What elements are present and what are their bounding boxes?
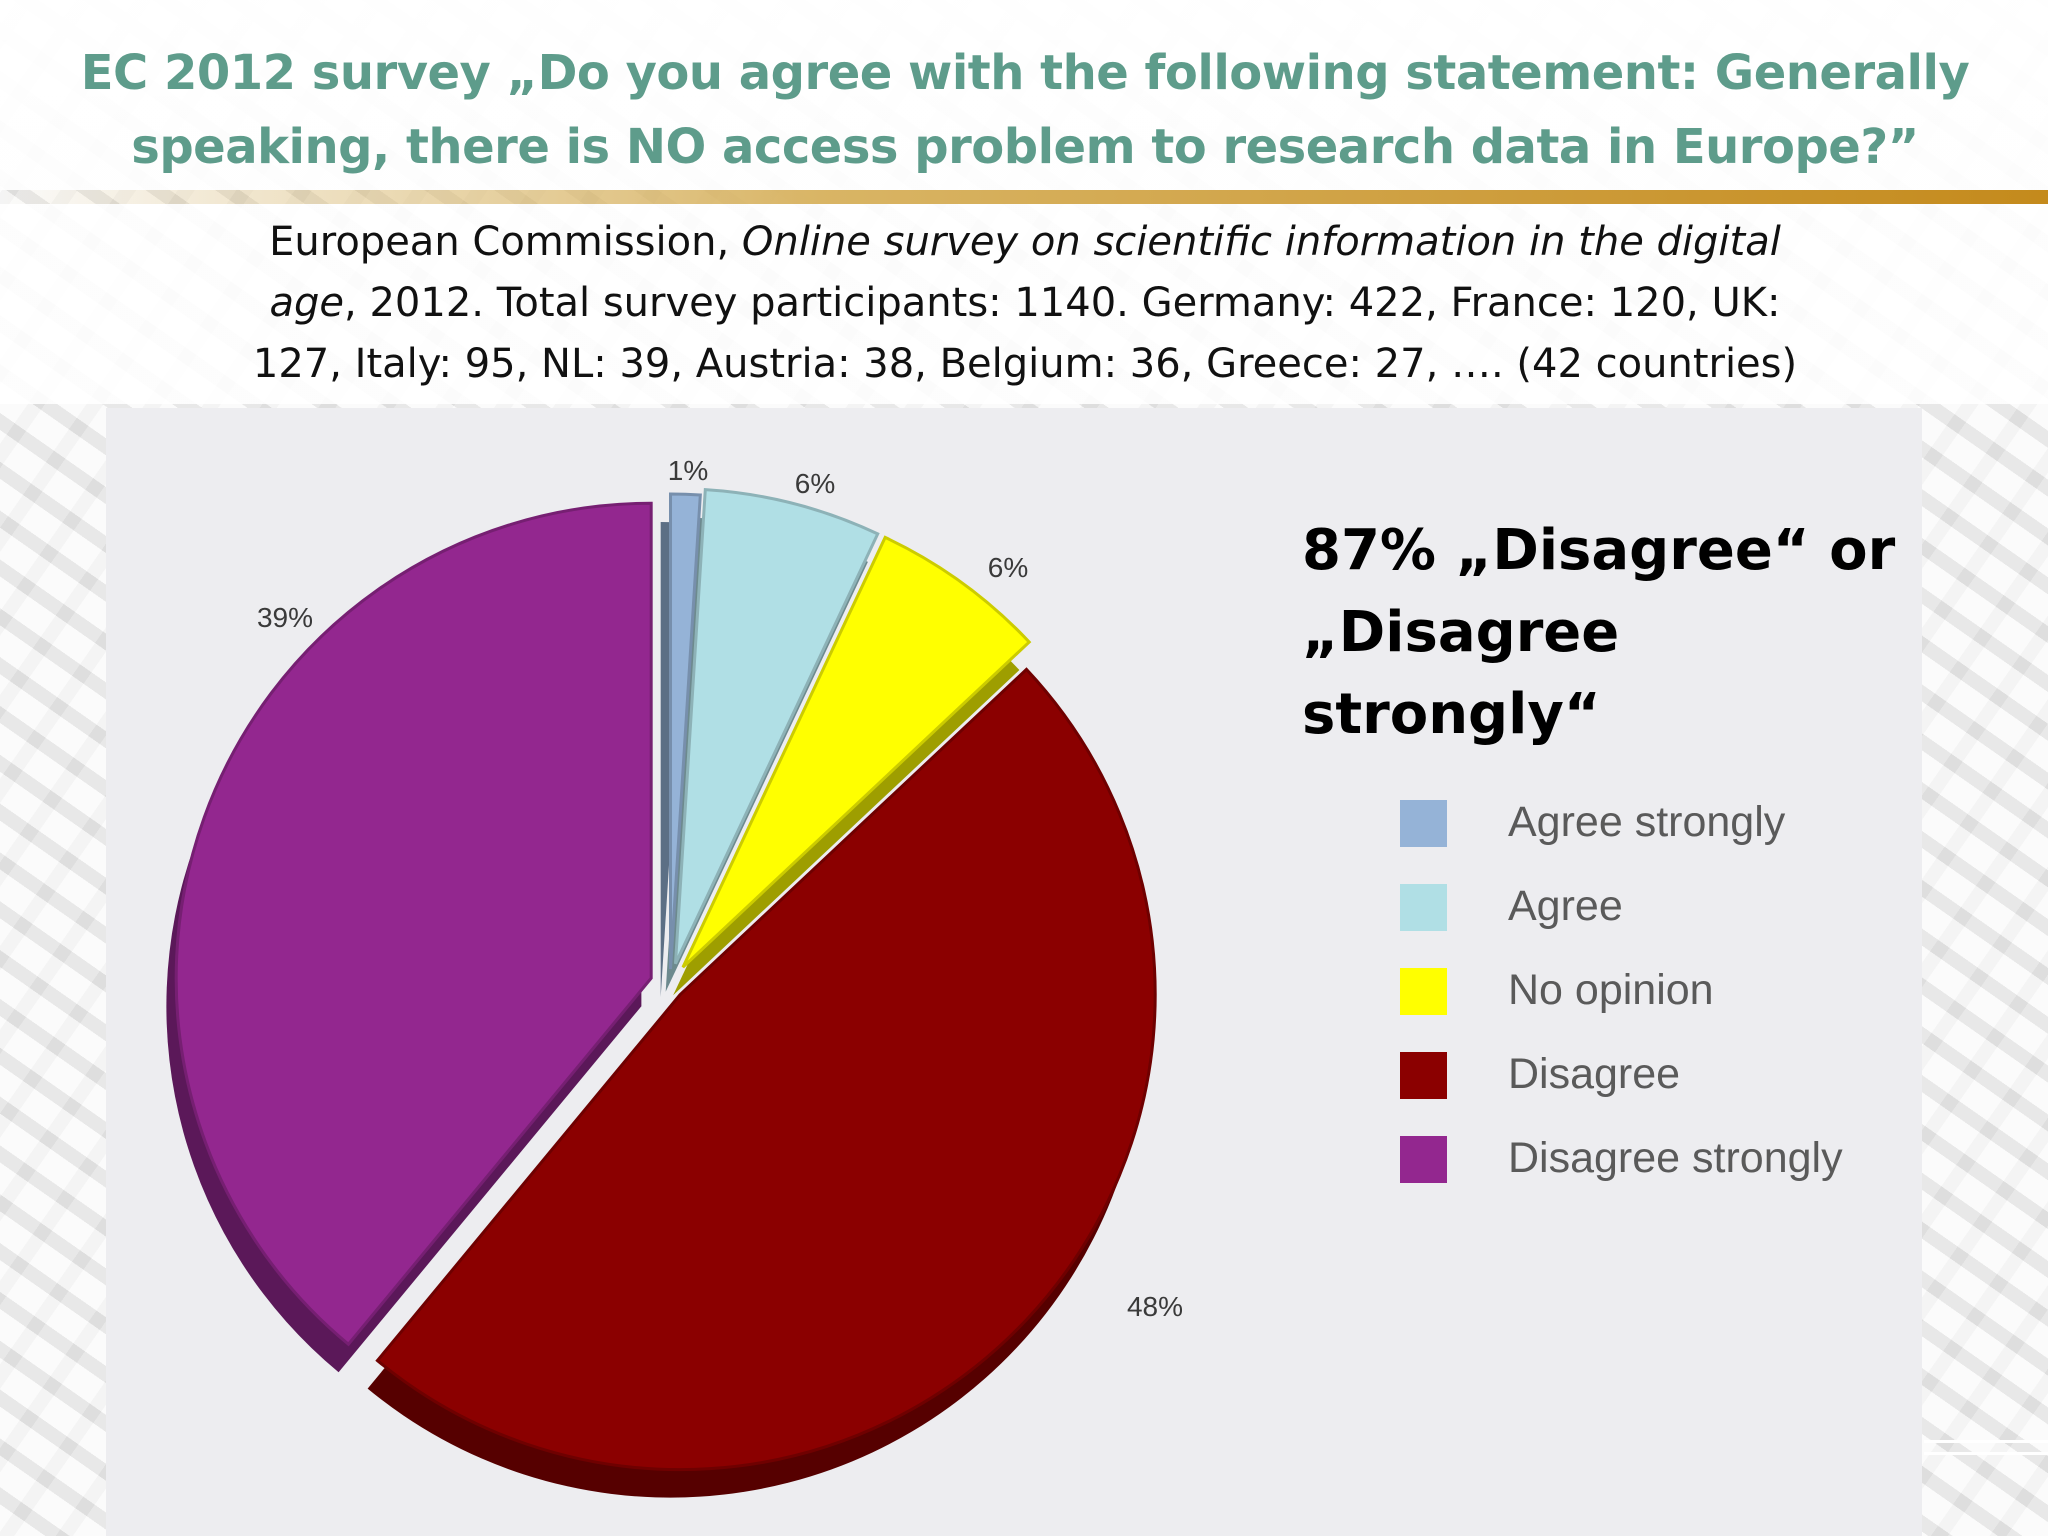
legend-item: Agree strongly — [1400, 798, 1920, 848]
edge-line — [1924, 1452, 2048, 1455]
pie-data-label: 48% — [1127, 1291, 1183, 1322]
title-divider — [0, 190, 2048, 204]
legend-label: Disagree — [1508, 1050, 1681, 1098]
legend-swatch — [1400, 884, 1447, 931]
title-band — [0, 0, 2048, 190]
legend-item: Disagree strongly — [1400, 1134, 1920, 1184]
pie-data-label: 39% — [257, 602, 313, 633]
callout-line-2: „Disagree strongly“ — [1302, 600, 1620, 747]
legend-label: Agree strongly — [1508, 798, 1786, 846]
source-details: , 2012. Total survey participants: 1140.… — [252, 280, 1798, 387]
legend-swatch — [1400, 1052, 1447, 1099]
source-publication-title: Online survey on scientific information … — [269, 219, 1781, 326]
pie-slice — [673, 488, 880, 965]
legend-item: Agree — [1400, 882, 1920, 932]
slide-title: EC 2012 survey „Do you agree with the fo… — [80, 45, 1970, 175]
source-band — [0, 204, 2048, 404]
pie-data-label: 6% — [795, 468, 835, 499]
edge-line — [1924, 1440, 2048, 1443]
pie-data-label: 1% — [668, 455, 708, 486]
pie-slice — [375, 667, 1157, 1472]
callout-line-1: 87% „Disagree“ or — [1302, 518, 1896, 583]
pie-slice — [681, 535, 1032, 969]
pie-data-label: 6% — [988, 552, 1028, 583]
legend-item: Disagree — [1400, 1050, 1920, 1100]
legend-swatch — [1400, 800, 1447, 847]
pie-slice — [669, 492, 702, 970]
source-prefix: European Commission, — [269, 219, 742, 265]
legend-item: No opinion — [1400, 966, 1920, 1016]
pie-slice — [174, 501, 653, 1347]
legend-label: No opinion — [1508, 966, 1714, 1014]
legend-label: Disagree strongly — [1508, 1134, 1843, 1182]
source-citation: European Commission, Online survey on sc… — [225, 212, 1825, 395]
legend-swatch — [1400, 1136, 1447, 1183]
legend-label: Agree — [1508, 882, 1623, 930]
legend-swatch — [1400, 968, 1447, 1015]
disagree-callout: 87% „Disagree“ or „Disagree strongly“ — [1302, 510, 1902, 756]
